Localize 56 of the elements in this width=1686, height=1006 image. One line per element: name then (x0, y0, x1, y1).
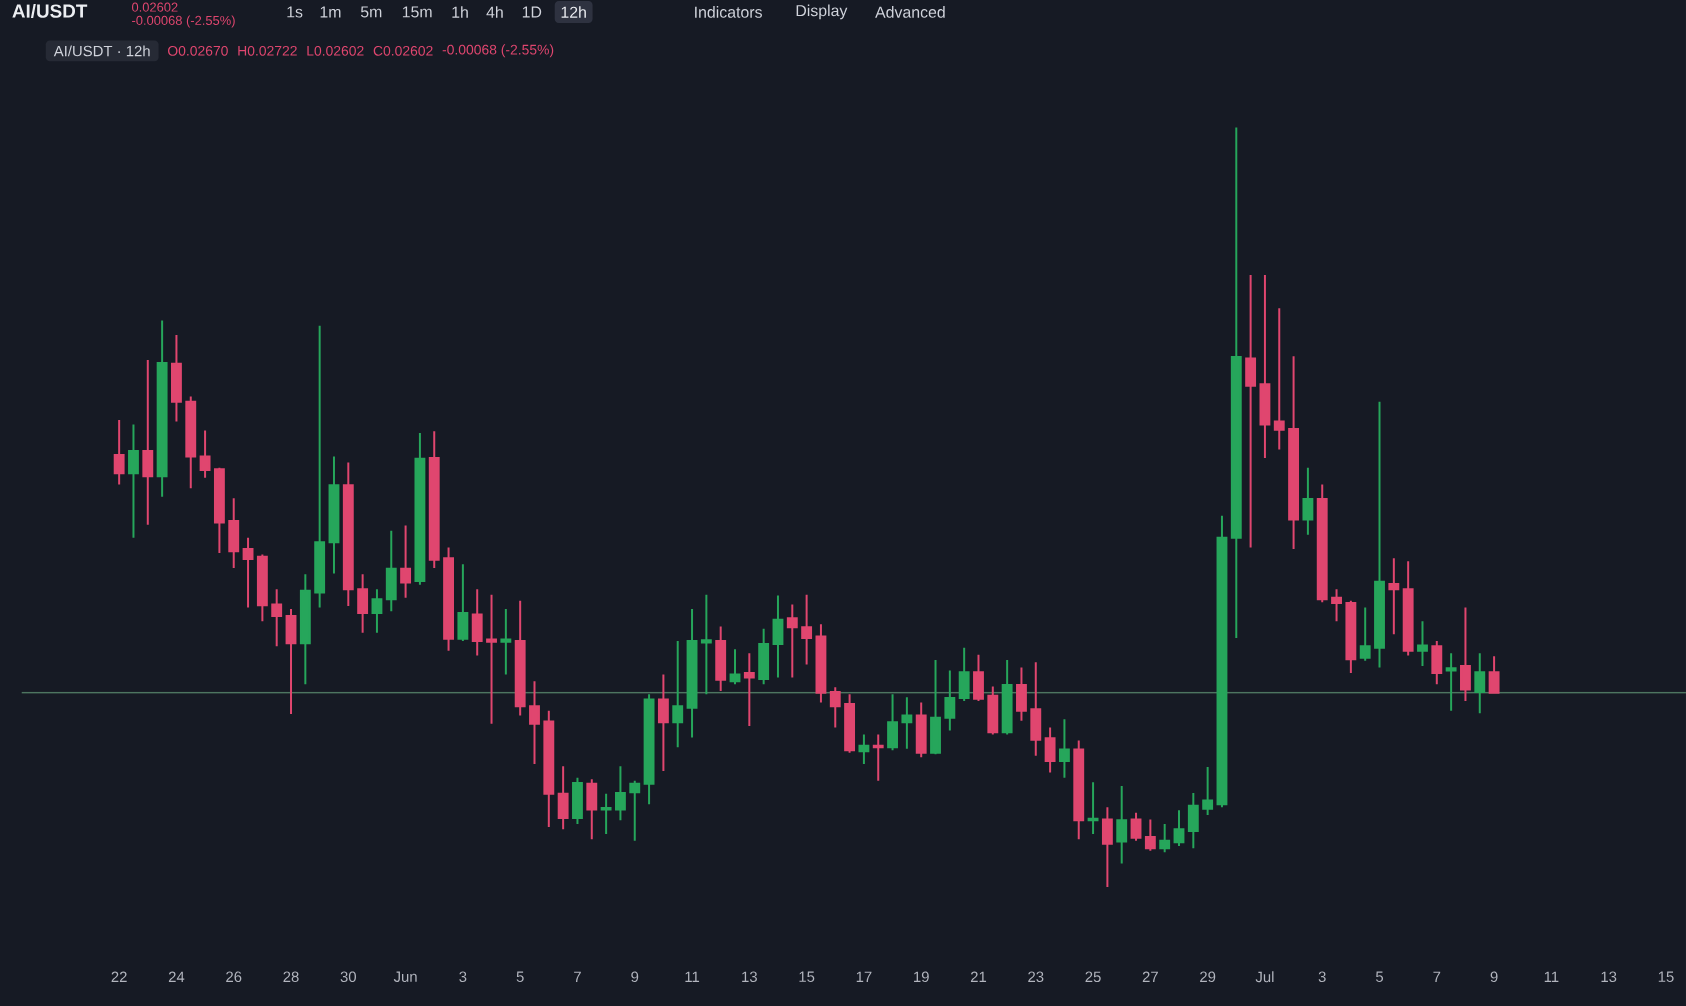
candlestick (1259, 273, 1271, 459)
candlestick (128, 423, 139, 539)
candlestick (872, 733, 884, 782)
candlestick (1302, 466, 1314, 536)
candlestick (1431, 639, 1443, 685)
candlestick (1445, 651, 1457, 712)
candlestick (142, 358, 154, 526)
candlestick (1058, 717, 1070, 779)
candlestick (1101, 805, 1113, 888)
candlestick (1230, 126, 1242, 639)
candlestick (672, 639, 684, 748)
candlestick (242, 536, 254, 609)
candlestick (1245, 273, 1257, 549)
candlestick (285, 607, 297, 715)
candlestick (758, 627, 770, 685)
candlestick (915, 701, 927, 758)
candlestick (557, 764, 569, 831)
candlestick (643, 692, 655, 805)
candlestick (657, 673, 669, 772)
candlestick (858, 733, 870, 765)
candlestick (371, 588, 383, 634)
candlestick (113, 418, 125, 486)
candlestick (400, 524, 412, 599)
candlestick (743, 651, 755, 727)
candlestick (700, 593, 712, 695)
candlestick (414, 431, 426, 586)
candlestick (1474, 651, 1486, 714)
candlestick (1159, 822, 1171, 853)
candlestick (500, 607, 512, 676)
candlestick (385, 529, 397, 613)
candlestick (1216, 514, 1228, 808)
candlestick (772, 594, 784, 679)
candlestick (1417, 619, 1428, 667)
candlestick (1402, 559, 1414, 657)
candlestick (328, 455, 340, 575)
candlestick (958, 646, 970, 702)
candlestick (1460, 606, 1471, 702)
candlestick (1388, 556, 1400, 635)
candlestick (586, 777, 598, 840)
candlestick (1001, 658, 1013, 736)
candlestick (156, 319, 168, 498)
candlestick (1130, 811, 1142, 842)
candlestick (686, 607, 698, 739)
candlestick (1073, 739, 1085, 840)
candlestick (1173, 809, 1185, 847)
candlestick (715, 625, 727, 692)
candlestick (457, 562, 469, 642)
candlestick (572, 776, 583, 825)
candlestick (1044, 726, 1056, 774)
candlestick (1116, 784, 1128, 865)
text: AI/USDT (12, 3, 88, 18)
candlestick (1087, 780, 1099, 835)
candlestick (1144, 818, 1156, 852)
candlestick (1488, 654, 1500, 694)
candlestick (815, 622, 827, 704)
candlestick (729, 648, 741, 685)
